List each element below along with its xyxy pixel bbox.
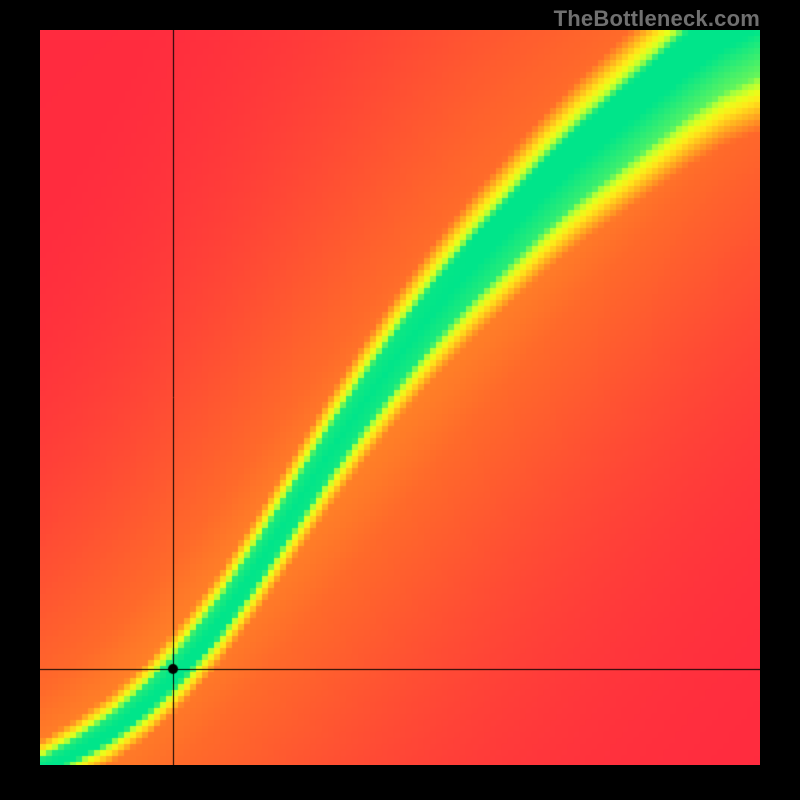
watermark-text: TheBottleneck.com bbox=[554, 6, 760, 32]
heatmap-canvas bbox=[40, 30, 760, 765]
bottleneck-heatmap bbox=[40, 30, 760, 765]
